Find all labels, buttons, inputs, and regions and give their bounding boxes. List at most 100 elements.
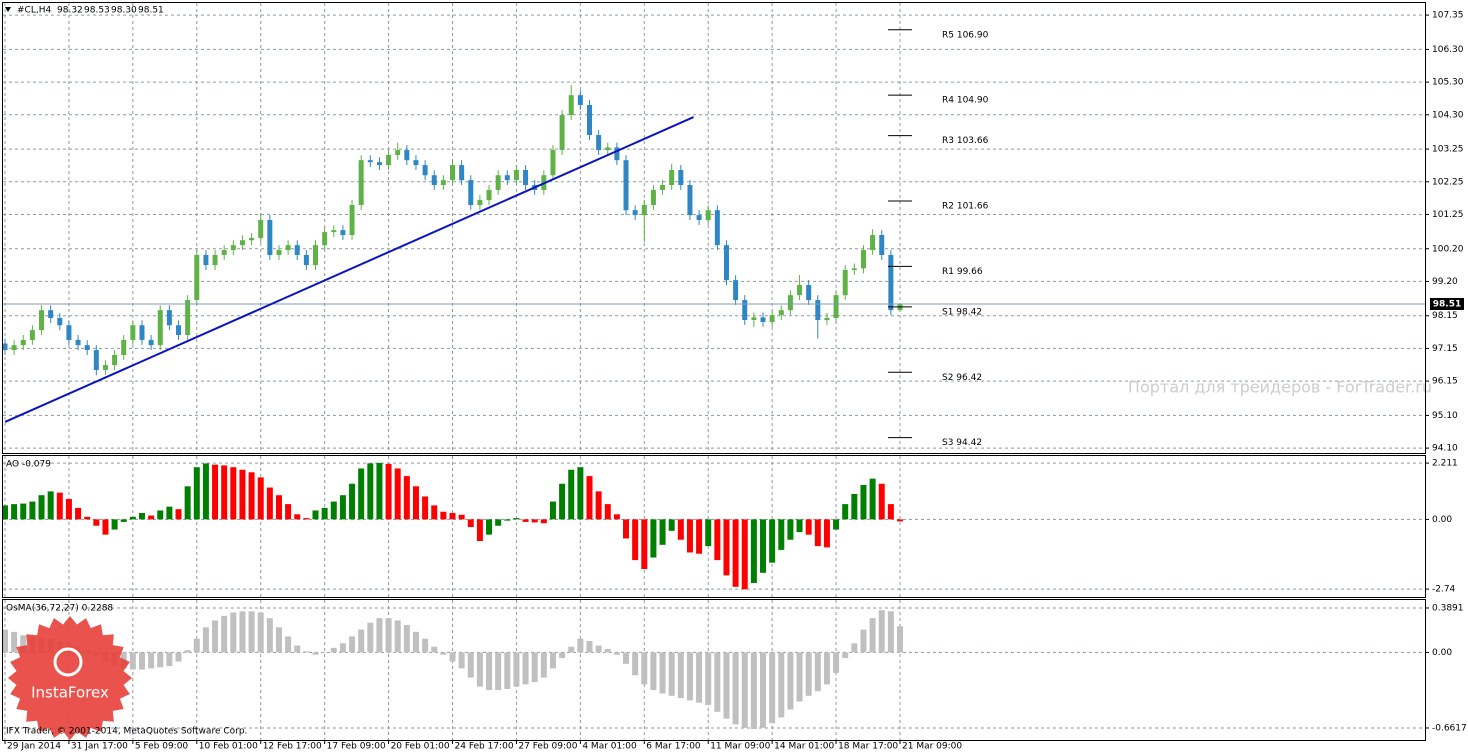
y-tick-label: 107.35 [1432,11,1464,21]
histogram-bar [577,638,584,653]
candle-body [422,165,428,176]
pivot-label: R3 103.66 [942,136,989,146]
open-label: 98.32 [57,6,83,16]
candle-body [678,169,684,186]
candle-body [11,345,17,351]
x-tick-label: 17 Feb 09:00 [327,742,386,752]
x-tick-label: 14 Mar 01:00 [774,742,834,752]
histogram-bar [823,652,830,685]
histogram-bar [248,611,255,653]
candle-body [367,160,373,163]
grid: 29 Jan 2014 31 Jan 17:00 5 Feb 09:00 10 Feb… [3,3,1467,752]
candle-body [340,230,346,236]
candle-body [468,180,474,205]
histogram-bar [714,519,721,561]
candle-body [614,147,620,161]
histogram-bar [668,519,675,531]
histogram-bar [778,652,785,718]
histogram-bar [741,652,748,728]
candle-body [2,343,8,351]
candle-body [669,169,675,186]
y-tick-label: 101.25 [1432,210,1464,220]
histogram-bar [641,519,648,570]
histogram-bar [440,511,447,520]
histogram-bar [294,645,301,653]
candle-body [459,165,465,181]
pivot-label: R1 99.66 [942,267,983,277]
candle-body [632,210,638,216]
histogram-bar [623,652,630,664]
histogram-bar [412,486,419,520]
histogram-bar [659,652,666,694]
histogram-bar [732,519,739,587]
histogram-bar [294,514,301,520]
candle-body [39,310,45,331]
histogram-bar [723,519,730,576]
histogram-bar [148,652,155,669]
histogram-bar [449,652,456,662]
histogram-bar [367,622,374,653]
histogram-bar [659,519,666,545]
logo: InstaForex [8,616,132,740]
histogram-bar [20,503,27,520]
histogram-bar [531,519,538,523]
histogram-bar [422,638,429,653]
osma-title: OsMA(36,72,27) 0.2288 [6,604,113,614]
pivot-label: R4 104.90 [942,96,989,106]
histogram-bar [613,652,620,655]
candle-body [833,295,839,319]
histogram-bar [540,519,547,524]
histogram-bar [257,477,264,520]
y-tick-label: 97.15 [1432,344,1458,354]
histogram-bar [367,463,374,520]
histogram-bar [568,469,575,520]
y-tick-label: 104.30 [1432,110,1464,120]
pivot-label: S3 94.42 [942,438,982,448]
histogram-bar [513,652,520,687]
histogram-bar [440,652,447,655]
y-tick-label: -2.74 [1432,585,1456,595]
histogram-bar [595,645,602,653]
y-tick-label: 105.30 [1432,78,1464,88]
histogram-bar [2,629,8,653]
histogram-bar [349,483,356,520]
main-panel-frame [2,2,1426,454]
x-tick-label: 31 Jan 17:00 [71,742,128,752]
candle-body [57,318,63,326]
histogram-bar [431,505,438,520]
histogram-bar [212,464,219,520]
histogram-bar [714,652,721,712]
histogram-bar [248,472,255,520]
trendline [4,116,695,423]
histogram-bar [129,516,136,520]
histogram-bar [833,652,840,673]
candle-body [194,254,200,301]
x-tick-label: 20 Feb 01:00 [391,742,450,752]
histogram-bar [705,652,712,705]
histogram-bar [449,513,456,520]
candle-body [303,254,309,266]
y-tick-label: 2.211 [1432,459,1458,469]
histogram-bar [559,652,566,659]
histogram-bar [458,514,465,520]
histogram-bar [221,465,228,520]
histogram-bar [138,652,145,670]
candle-body [431,175,437,186]
histogram-bar [467,519,474,528]
histogram-bar [166,506,173,520]
histogram-bar [769,652,776,724]
histogram-bar [677,652,684,699]
candle-body [413,160,419,166]
histogram-bar [568,646,575,653]
candle-body [733,280,739,301]
histogram-bar [212,620,219,653]
histogram-bar [869,618,876,653]
histogram-bar [805,652,812,696]
histogram-bar [20,635,27,653]
histogram-bar [230,467,237,520]
candle-body [742,300,748,320]
candle-body [879,235,885,255]
pivot-label: R2 101.66 [942,202,989,212]
histogram-bar [769,519,776,563]
